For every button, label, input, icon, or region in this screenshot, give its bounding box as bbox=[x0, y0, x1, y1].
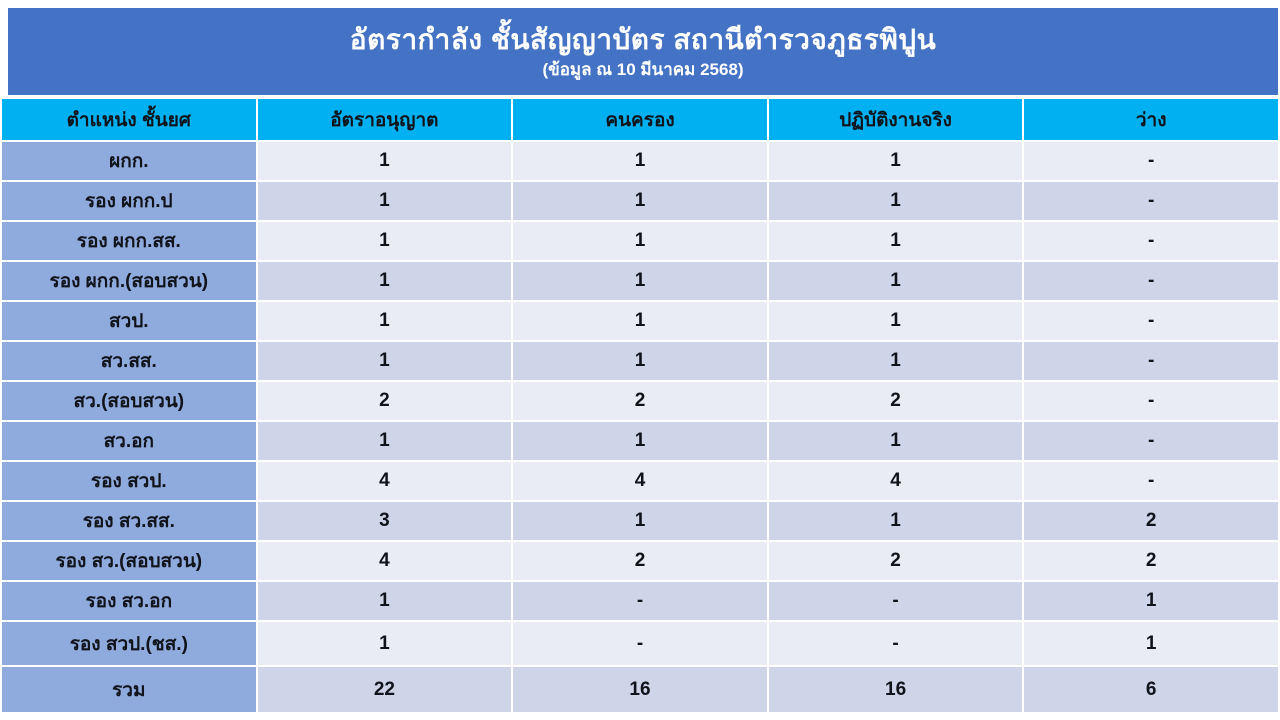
table-cell: 1 bbox=[511, 300, 769, 342]
table-cell: 2 bbox=[511, 380, 769, 422]
header-vacant: ว่าง bbox=[1022, 97, 1280, 142]
row-label-cell: รอง ผกก.ป bbox=[0, 180, 258, 222]
table-cell: 1 bbox=[255, 300, 514, 342]
header-occupied: คนครอง bbox=[511, 97, 769, 142]
row-label-cell: รอง สวป.(ชส.) bbox=[0, 620, 258, 667]
table-cell: 16 bbox=[511, 665, 769, 714]
personnel-table: ตำแหน่ง ชั้นยศ อัตราอนุญาต คนครอง ปฏิบัต… bbox=[0, 97, 1280, 714]
table-cell: - bbox=[1022, 180, 1280, 222]
table-cell: 1 bbox=[511, 500, 769, 542]
table-cell: 1 bbox=[255, 140, 514, 182]
table-cell: 1 bbox=[255, 620, 514, 667]
table-cell: 2 bbox=[255, 380, 514, 422]
table-row: สว.(สอบสวน) 2 2 2 - bbox=[0, 380, 1280, 422]
row-label-cell: รอง สวป. bbox=[0, 460, 258, 502]
row-label-cell: รอง ผกก.สส. bbox=[0, 220, 258, 262]
table-cell: 1 bbox=[255, 580, 514, 622]
table-cell: - bbox=[766, 580, 1025, 622]
table-cell: 1 bbox=[766, 500, 1025, 542]
table-cell: - bbox=[1022, 460, 1280, 502]
table-cell: 2 bbox=[766, 380, 1025, 422]
row-label-cell: สว.(สอบสวน) bbox=[0, 380, 258, 422]
table-cell: 1 bbox=[511, 220, 769, 262]
total-row: รวม 22 16 16 6 bbox=[0, 665, 1280, 714]
table-cell: 1 bbox=[511, 340, 769, 382]
table-row: สวป. 1 1 1 - bbox=[0, 300, 1280, 342]
table-row: รอง ผกก.(สอบสวน) 1 1 1 - bbox=[0, 260, 1280, 302]
table-cell: 1 bbox=[255, 220, 514, 262]
header-authorized: อัตราอนุญาต bbox=[255, 97, 514, 142]
row-label-cell: รวม bbox=[0, 665, 258, 714]
table-row: รอง ผกก.ป 1 1 1 - bbox=[0, 180, 1280, 222]
table-cell: 1 bbox=[511, 420, 769, 462]
row-label-cell: สว.สส. bbox=[0, 340, 258, 382]
table-cell: 1 bbox=[766, 220, 1025, 262]
table-cell: 1 bbox=[511, 180, 769, 222]
table-cell: - bbox=[1022, 420, 1280, 462]
header-actual-working: ปฏิบัติงานจริง bbox=[766, 97, 1025, 142]
row-label-cell: ผกก. bbox=[0, 140, 258, 182]
table-cell: 1 bbox=[766, 420, 1025, 462]
table-cell: - bbox=[1022, 140, 1280, 182]
table-row: สว.สส. 1 1 1 - bbox=[0, 340, 1280, 382]
row-label-cell: สวป. bbox=[0, 300, 258, 342]
row-label-cell: สว.อก bbox=[0, 420, 258, 462]
table-cell: 1 bbox=[511, 140, 769, 182]
table-cell: 1 bbox=[1022, 580, 1280, 622]
table-cell: 1 bbox=[255, 340, 514, 382]
table-row: รอง สวป. 4 4 4 - bbox=[0, 460, 1280, 502]
table-cell: 1 bbox=[766, 140, 1025, 182]
table-row: รอง สว.อก 1 - - 1 bbox=[0, 580, 1280, 622]
table-cell: 3 bbox=[255, 500, 514, 542]
table-head: ตำแหน่ง ชั้นยศ อัตราอนุญาต คนครอง ปฏิบัต… bbox=[0, 97, 1280, 142]
table-cell: 1 bbox=[766, 260, 1025, 302]
table-cell: - bbox=[511, 580, 769, 622]
slide-title: อัตรากำลัง ชั้นสัญญาบัตร สถานีตำรวจภูธรพ… bbox=[349, 24, 937, 55]
table-cell: 1 bbox=[766, 340, 1025, 382]
table-row: รอง ผกก.สส. 1 1 1 - bbox=[0, 220, 1280, 262]
table-body: ผกก. 1 1 1 - รอง ผกก.ป 1 1 1 - รอง ผกก.ส… bbox=[0, 140, 1280, 714]
table-cell: 2 bbox=[766, 540, 1025, 582]
table-cell: - bbox=[511, 620, 769, 667]
table-cell: - bbox=[766, 620, 1025, 667]
table-cell: 1 bbox=[511, 260, 769, 302]
table-row: รอง สว.สส. 3 1 1 2 bbox=[0, 500, 1280, 542]
table-cell: 4 bbox=[255, 540, 514, 582]
table-cell: 1 bbox=[255, 260, 514, 302]
table-row: ผกก. 1 1 1 - bbox=[0, 140, 1280, 182]
table-row: รอง สวป.(ชส.) 1 - - 1 bbox=[0, 620, 1280, 667]
table-cell: 1 bbox=[255, 420, 514, 462]
row-label-cell: รอง สว.อก bbox=[0, 580, 258, 622]
table-cell: - bbox=[1022, 300, 1280, 342]
table-cell: 1 bbox=[1022, 620, 1280, 667]
table-cell: 1 bbox=[766, 180, 1025, 222]
table-cell: - bbox=[1022, 340, 1280, 382]
table-row: รอง สว.(สอบสวน) 4 2 2 2 bbox=[0, 540, 1280, 582]
header-position-rank: ตำแหน่ง ชั้นยศ bbox=[0, 97, 258, 142]
table-cell: 6 bbox=[1022, 665, 1280, 714]
table-cell: - bbox=[1022, 380, 1280, 422]
table-cell: - bbox=[1022, 220, 1280, 262]
title-bar: อัตรากำลัง ชั้นสัญญาบัตร สถานีตำรวจภูธรพ… bbox=[8, 8, 1278, 95]
table-cell: 4 bbox=[255, 460, 514, 502]
table-cell: 1 bbox=[766, 300, 1025, 342]
table-cell: 4 bbox=[511, 460, 769, 502]
table-row: สว.อก 1 1 1 - bbox=[0, 420, 1280, 462]
table-cell: 1 bbox=[255, 180, 514, 222]
table-cell: 16 bbox=[766, 665, 1025, 714]
table-cell: 4 bbox=[766, 460, 1025, 502]
header-row: ตำแหน่ง ชั้นยศ อัตราอนุญาต คนครอง ปฏิบัต… bbox=[0, 97, 1280, 142]
table-cell: - bbox=[1022, 260, 1280, 302]
table-cell: 22 bbox=[255, 665, 514, 714]
table-cell: 2 bbox=[1022, 500, 1280, 542]
row-label-cell: รอง สว.(สอบสวน) bbox=[0, 540, 258, 582]
table-cell: 2 bbox=[1022, 540, 1280, 582]
row-label-cell: รอง สว.สส. bbox=[0, 500, 258, 542]
slide-subtitle: (ข้อมูล ณ 10 มีนาคม 2568) bbox=[542, 59, 744, 79]
row-label-cell: รอง ผกก.(สอบสวน) bbox=[0, 260, 258, 302]
table-cell: 2 bbox=[511, 540, 769, 582]
